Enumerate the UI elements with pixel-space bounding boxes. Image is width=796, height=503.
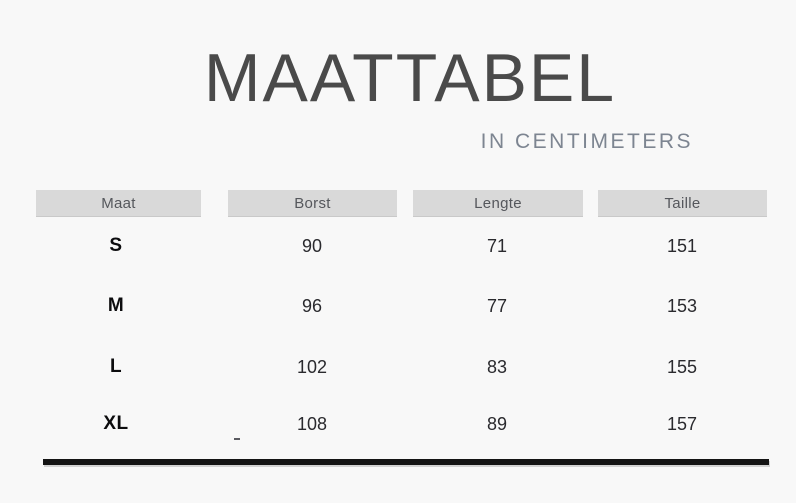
taille-value: 153 xyxy=(666,296,698,316)
lengte-value: 77 xyxy=(486,296,508,316)
stray-mark xyxy=(234,438,240,440)
taille-value: 155 xyxy=(666,357,698,377)
size-label: S xyxy=(109,235,123,256)
taille-value: 151 xyxy=(666,236,698,256)
taille-value: 157 xyxy=(666,414,698,434)
lengte-value: 83 xyxy=(486,357,508,377)
borst-value: 102 xyxy=(296,357,328,377)
column-header-borst: Borst xyxy=(228,190,397,217)
size-label: XL xyxy=(103,413,129,434)
table-row-xl: XL 108 89 157 xyxy=(0,409,796,439)
lengte-value: 71 xyxy=(486,236,508,256)
column-header-maat: Maat xyxy=(36,190,201,217)
size-label: M xyxy=(107,295,125,316)
lengte-value: 89 xyxy=(486,414,508,434)
table-row-m: M 96 77 153 xyxy=(0,291,796,321)
page-title: MAATTABEL xyxy=(203,40,617,116)
page-subtitle: IN CENTIMETERS xyxy=(480,130,693,153)
column-header-lengte: Lengte xyxy=(413,190,583,217)
borst-value: 96 xyxy=(301,296,323,316)
table-row-s: S 90 71 151 xyxy=(0,231,796,261)
borst-value: 108 xyxy=(296,414,328,434)
table-row-l: L 102 83 155 xyxy=(0,352,796,382)
bottom-divider xyxy=(43,459,769,465)
size-label: L xyxy=(109,356,123,377)
borst-value: 90 xyxy=(301,236,323,256)
column-header-taille: Taille xyxy=(598,190,767,217)
